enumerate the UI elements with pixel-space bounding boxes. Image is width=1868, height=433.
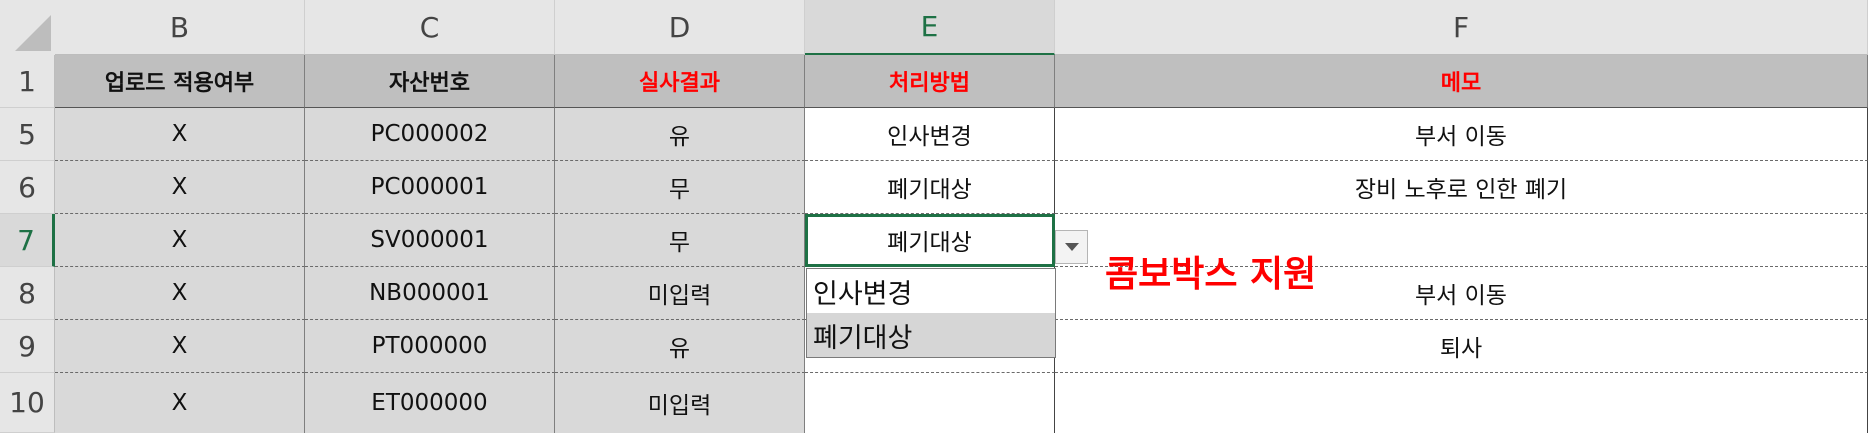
combobox-option-hr-change[interactable]: 인사변경 <box>813 278 913 310</box>
cell-b8[interactable]: X <box>55 267 305 320</box>
combobox-support-annotation: 콤보박스 지원 <box>1105 254 1317 295</box>
cell-e10[interactable] <box>805 373 1055 433</box>
cell-f7[interactable] <box>1055 214 1868 267</box>
cell-c5[interactable]: PC000002 <box>305 108 555 161</box>
header-cell-audit-result[interactable]: 실사결과 <box>555 55 805 108</box>
cell-e6[interactable]: 폐기대상 <box>805 161 1055 214</box>
cell-f10[interactable] <box>1055 373 1868 433</box>
cell-b5[interactable]: X <box>55 108 305 161</box>
cell-b10[interactable]: X <box>55 373 305 433</box>
column-header-b[interactable]: B <box>55 0 305 55</box>
cell-f9[interactable]: 퇴사 <box>1055 320 1868 373</box>
row-header-7[interactable]: 7 <box>0 214 55 267</box>
select-all-triangle-icon <box>15 15 51 51</box>
combobox-dropdown-button[interactable] <box>1055 230 1088 264</box>
cell-c7[interactable]: SV000001 <box>305 214 555 267</box>
row-header-10[interactable]: 10 <box>0 373 55 433</box>
cell-d9[interactable]: 유 <box>555 320 805 373</box>
row-header-6[interactable]: 6 <box>0 161 55 214</box>
row-header-1[interactable]: 1 <box>0 55 55 108</box>
select-all-corner[interactable] <box>0 0 55 55</box>
cell-b6[interactable]: X <box>55 161 305 214</box>
cell-f8[interactable]: 부서 이동 <box>1055 267 1868 320</box>
cell-c9[interactable]: PT000000 <box>305 320 555 373</box>
cell-c10[interactable]: ET000000 <box>305 373 555 433</box>
cell-c8[interactable]: NB000001 <box>305 267 555 320</box>
cell-f5[interactable]: 부서 이동 <box>1055 108 1868 161</box>
row-header-5[interactable]: 5 <box>0 108 55 161</box>
combobox-option-disposal[interactable]: 폐기대상 <box>807 313 1055 357</box>
cell-f6[interactable]: 장비 노후로 인한 폐기 <box>1055 161 1868 214</box>
header-cell-upload-applied[interactable]: 업로드 적용여부 <box>55 55 305 108</box>
header-cell-asset-number[interactable]: 자산번호 <box>305 55 555 108</box>
header-cell-processing-method[interactable]: 처리방법 <box>805 55 1055 108</box>
column-header-e[interactable]: E <box>805 0 1055 55</box>
cell-b9[interactable]: X <box>55 320 305 373</box>
cell-b7[interactable]: X <box>55 214 305 267</box>
cell-d5[interactable]: 유 <box>555 108 805 161</box>
row-header-9[interactable]: 9 <box>0 320 55 373</box>
cell-d7[interactable]: 무 <box>555 214 805 267</box>
header-cell-memo[interactable]: 메모 <box>1055 55 1868 108</box>
cell-e7-active[interactable]: 폐기대상 <box>805 214 1055 267</box>
row-header-8[interactable]: 8 <box>0 267 55 320</box>
cell-e5[interactable]: 인사변경 <box>805 108 1055 161</box>
cell-d10[interactable]: 미입력 <box>555 373 805 433</box>
combobox-options-list: 인사변경 폐기대상 <box>806 268 1056 358</box>
column-header-f[interactable]: F <box>1055 0 1868 55</box>
cell-c6[interactable]: PC000001 <box>305 161 555 214</box>
column-header-d[interactable]: D <box>555 0 805 55</box>
cell-d6[interactable]: 무 <box>555 161 805 214</box>
column-header-c[interactable]: C <box>305 0 555 55</box>
chevron-down-icon <box>1064 243 1079 251</box>
cell-d8[interactable]: 미입력 <box>555 267 805 320</box>
